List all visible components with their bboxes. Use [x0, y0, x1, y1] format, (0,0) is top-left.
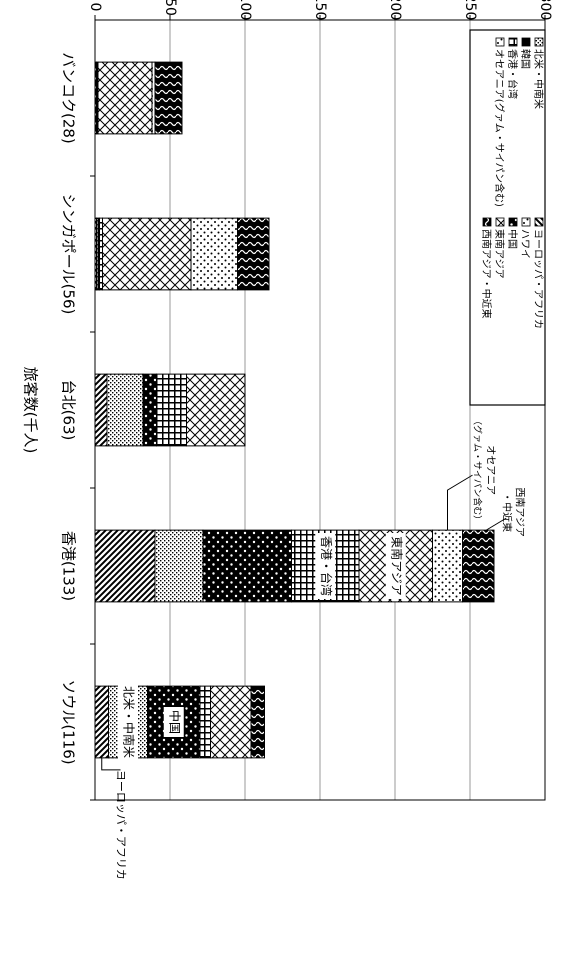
- legend-item: 香港・台湾: [506, 37, 519, 99]
- legend-label: 香港・台湾: [506, 49, 519, 99]
- bar-segment: [156, 373, 187, 447]
- callout-text: （グァム・サイパン含む）: [472, 416, 484, 524]
- callout: 西南アジア・中近東: [500, 487, 526, 537]
- y-tick-label: 0: [87, 3, 103, 12]
- bar-label: 中国: [163, 707, 184, 737]
- bar-label: 北米・中南米: [118, 683, 138, 761]
- category-label: 台北(63): [60, 380, 78, 441]
- bar-label-background: [385, 533, 406, 599]
- callout-leader: [447, 474, 473, 531]
- legend-swatch: [534, 37, 544, 47]
- legend-item: 韓国: [519, 37, 531, 69]
- bar-segment: [210, 685, 252, 759]
- legend-swatch: [521, 217, 531, 227]
- y-tick-label: 100: [237, 0, 253, 20]
- legend-label: 韓国: [519, 49, 531, 69]
- bar-segment: [154, 61, 183, 135]
- y-tick-label: 150: [312, 0, 328, 20]
- category-axis: ソウル(116) 香港(133) 台北(63) シンガポール(56) バンコク(28): [60, 52, 95, 801]
- legend-item: 東南アジア: [493, 217, 506, 279]
- legend-swatch: [495, 37, 505, 47]
- bar-segment: [97, 61, 153, 135]
- y-tick-label: 50: [162, 0, 178, 16]
- legend-label: ハワイ: [519, 229, 530, 259]
- legend-item: 中国: [506, 217, 519, 249]
- category-label: ソウル(116): [60, 679, 78, 764]
- legend-item: 北米・中南米: [532, 37, 545, 109]
- bar-label-background: [163, 707, 184, 737]
- legend-item: ヨーロッパ・アフリカ: [532, 217, 544, 329]
- legend-label: 東南アジア: [493, 229, 506, 279]
- legend-label: オセアニア(グァム・サイパン含む): [493, 49, 506, 207]
- callout-leader: [485, 517, 507, 531]
- callout-text: オセアニア: [485, 445, 497, 495]
- bar-label-text: 北米・中南米: [122, 686, 137, 758]
- bar-label: 香港・台湾: [315, 533, 336, 599]
- bar-segment: [94, 373, 108, 447]
- legend-swatch: [495, 217, 505, 227]
- y-tick-label: 250: [462, 0, 478, 20]
- bar-segment: [190, 217, 238, 291]
- legend-swatch: [508, 37, 518, 47]
- legend-swatch: [534, 217, 544, 227]
- callout: オセアニア（グァム・サイパン含む）: [472, 416, 497, 524]
- bar-segment: [199, 685, 211, 759]
- y-axis-label: 旅客数(千人): [22, 367, 40, 454]
- category-label: シンガポール(56): [60, 194, 78, 315]
- bar-labels: 北米・中南米 中国 香港・台湾 東南アジア: [118, 533, 406, 761]
- legend-swatch: [521, 37, 531, 47]
- bar-segment: [94, 685, 109, 759]
- bar-label-background: [118, 683, 138, 761]
- legend-item: ハワイ: [519, 217, 531, 259]
- bar-label-text: 中国: [167, 710, 182, 734]
- bar-segment: [202, 529, 292, 603]
- bar-segment: [142, 373, 157, 447]
- bar-segment: [432, 529, 463, 603]
- legend-item: オセアニア(グァム・サイパン含む): [493, 37, 506, 207]
- y-tick-label: 300: [537, 0, 553, 20]
- callout-text: ・中近東: [500, 492, 513, 532]
- bar-segment: [250, 685, 265, 759]
- bar-label: 東南アジア: [385, 533, 406, 599]
- y-tick-label: 200: [387, 0, 403, 20]
- bar-segment: [237, 217, 270, 291]
- callout-text: ヨーロッパ・アフリカ: [115, 770, 128, 880]
- legend-swatch: [508, 217, 518, 227]
- value-axis: 0 50 100 150 200 250 300: [87, 0, 553, 20]
- callout-text: 西南アジア: [513, 487, 526, 537]
- bar-segment: [106, 373, 144, 447]
- bar-segment: [186, 373, 246, 447]
- legend-frame: [469, 29, 546, 406]
- legend-label: ヨーロッパ・アフリカ: [532, 229, 544, 329]
- bar-label-text: 東南アジア: [389, 536, 404, 596]
- legend-item: 西南アジア・中近東: [480, 217, 493, 319]
- legend-label: 中国: [506, 229, 519, 249]
- callout-leader: [101, 757, 121, 771]
- bar-label-background: [315, 533, 336, 599]
- legend-swatch: [482, 217, 492, 227]
- bar-label-text: 香港・台湾: [319, 536, 334, 596]
- bar-segment: [94, 529, 156, 603]
- legend-label: 西南アジア・中近東: [480, 229, 493, 319]
- bar-segment: [154, 529, 204, 603]
- category-label: 香港(133): [60, 531, 78, 601]
- bar-segment: [462, 529, 495, 603]
- category-label: バンコク(28): [60, 52, 78, 144]
- bar-segment: [102, 217, 192, 291]
- legend-label: 北米・中南米: [532, 49, 545, 109]
